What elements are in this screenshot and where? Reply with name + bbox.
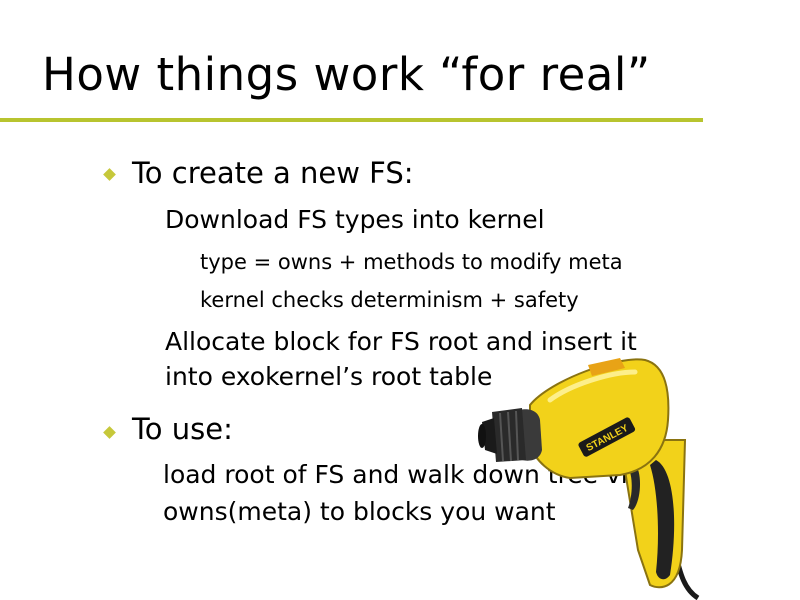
title-divider	[0, 118, 703, 122]
sub-sub-bullet-type-def: type = owns + methods to modify meta	[200, 250, 623, 274]
slide-title: How things work “for real”	[42, 48, 651, 101]
sub-bullet-allocate-line1: Allocate block for FS root and insert it	[165, 327, 637, 356]
sub-bullet-download-types: Download FS types into kernel	[165, 205, 545, 234]
sub-sub-bullet-kernel-checks: kernel checks determinism + safety	[200, 288, 579, 312]
diamond-bullet-icon	[103, 168, 116, 181]
bullet-create-fs: To create a new FS:	[132, 156, 414, 190]
sub-bullet-allocate-line2: into exokernel’s root table	[165, 362, 493, 391]
sub-bullet-load-root-line2: owns(meta) to blocks you want	[163, 497, 556, 526]
diamond-bullet-icon	[103, 426, 116, 439]
bullet-to-use: To use:	[132, 412, 233, 446]
power-drill-image: STANLEY	[478, 358, 700, 600]
